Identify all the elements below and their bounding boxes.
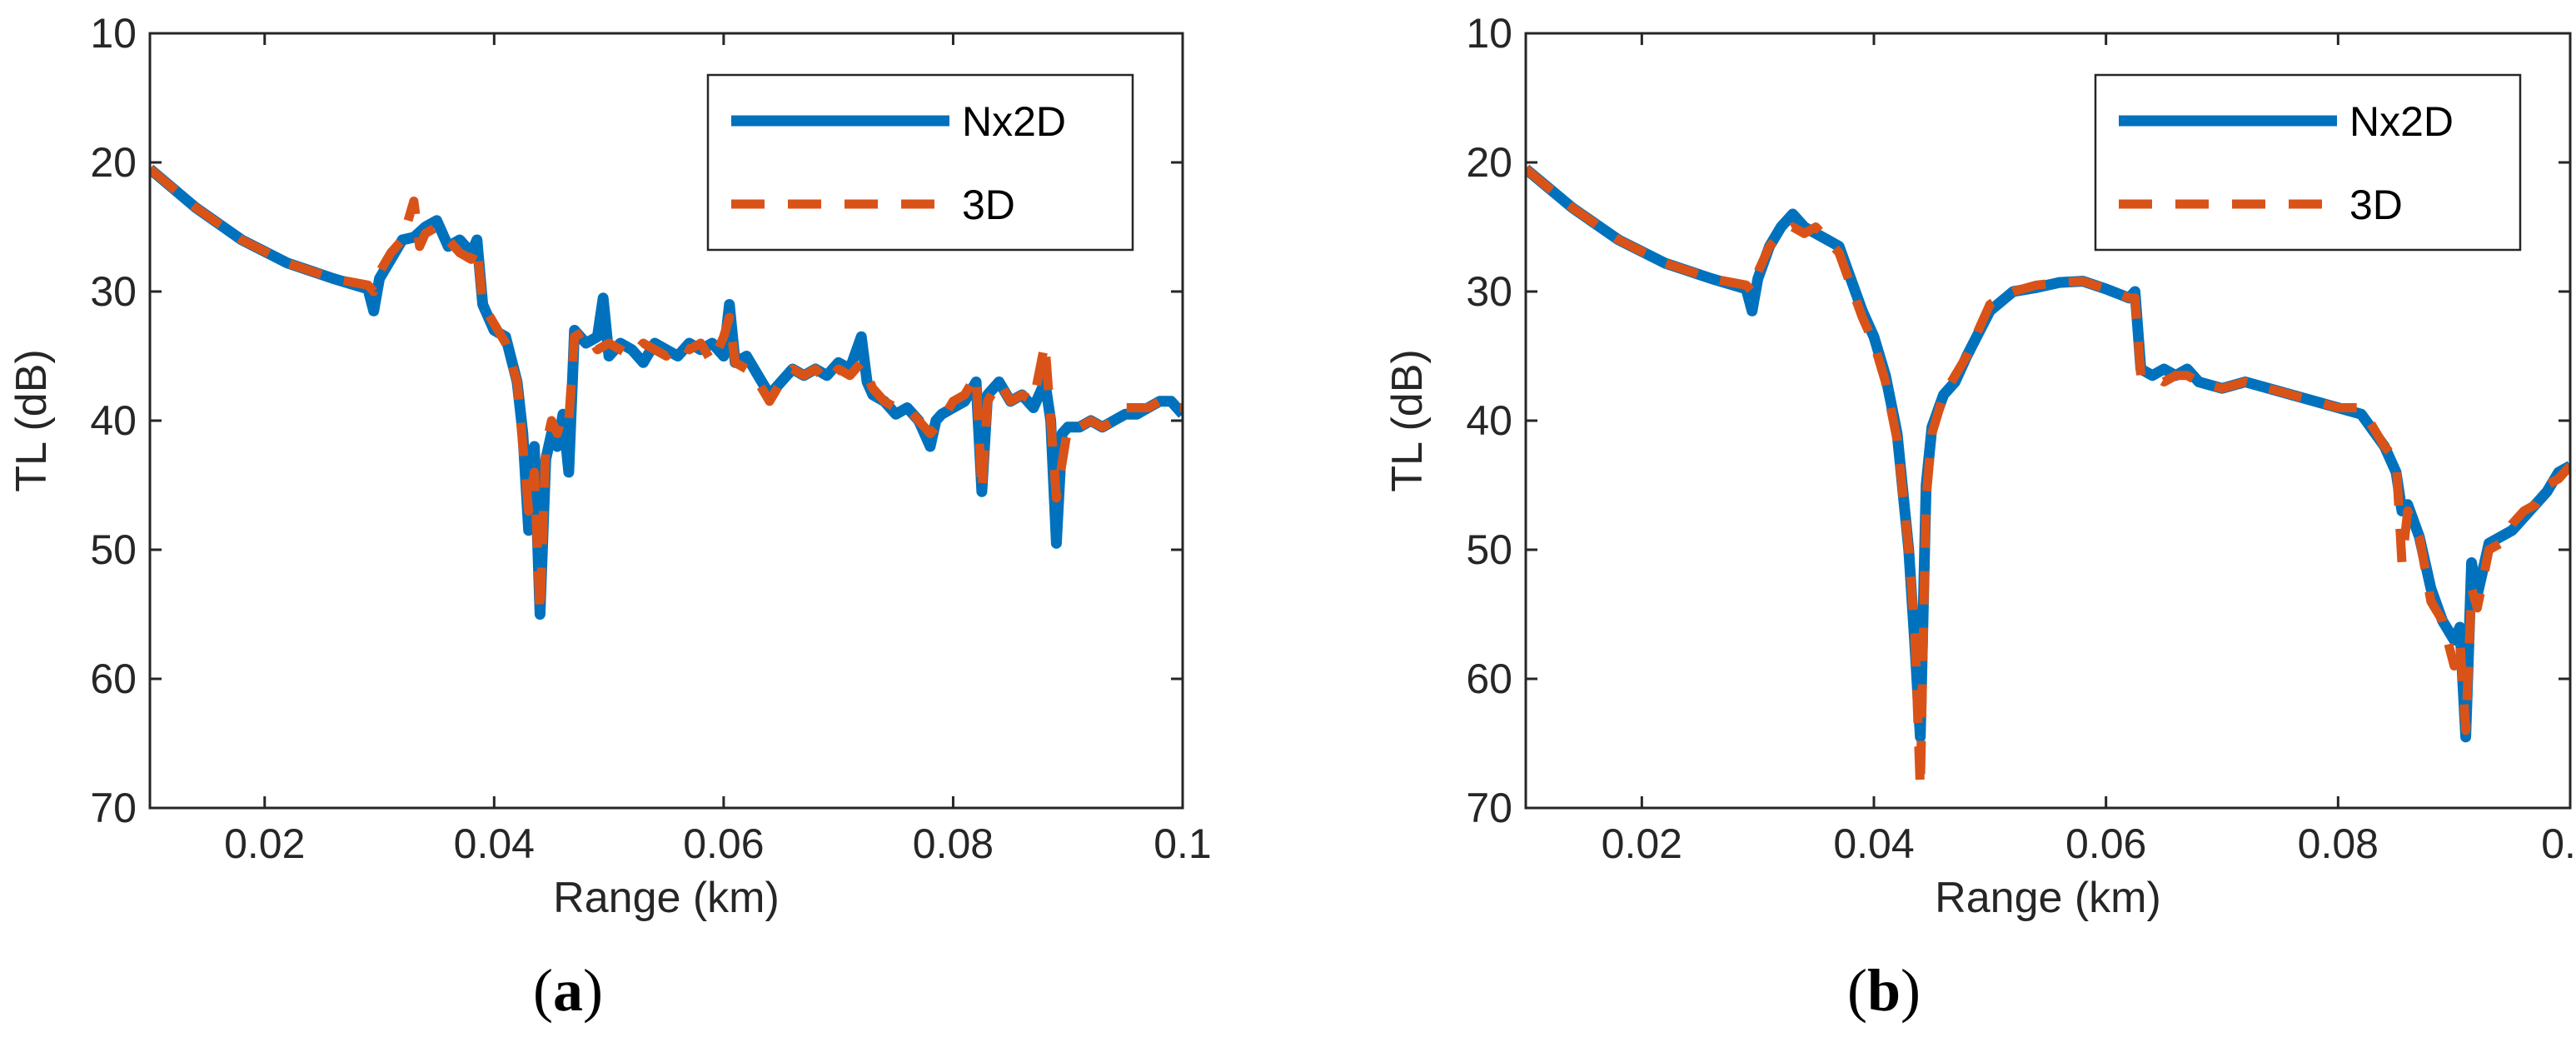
- x-tick-label-a: 0.02: [224, 820, 305, 867]
- y-tick-label-b: 30: [1466, 268, 1512, 315]
- series-line-3d-b: [1526, 165, 2570, 794]
- legend-box-b: [2094, 73, 2522, 252]
- x-tick-label-a: 0.08: [913, 820, 994, 867]
- y-tick-label-a: 30: [90, 268, 137, 315]
- y-tick-label-a: 40: [90, 397, 137, 444]
- series-line-3d-a: [150, 165, 1183, 619]
- legend-label-nx2d-a: Nx2D: [962, 98, 1066, 145]
- panel-caption-b: (b): [1847, 957, 1921, 1024]
- y-tick-label-a: 70: [90, 785, 137, 831]
- x-tick-label-a: 0.06: [683, 820, 764, 867]
- legend-label-3d-a: 3D: [962, 182, 1015, 228]
- y-tick-label-b: 50: [1466, 526, 1512, 573]
- legend-a: Nx2D 3D: [706, 73, 1134, 252]
- series-line-nx2d-a: [150, 164, 1183, 620]
- series-line-nx2d-b: [1526, 164, 2570, 743]
- panel-caption-a: (a): [533, 957, 603, 1024]
- panel-caption-a-letter: a: [552, 957, 583, 1024]
- y-tick-label-a: 10: [90, 10, 137, 57]
- x-tick-label-b: 0.1: [2541, 820, 2576, 867]
- x-axis-label-b: Range (km): [1935, 874, 2161, 922]
- legend-box-a: [706, 73, 1134, 252]
- y-tick-label-b: 40: [1466, 397, 1512, 444]
- chart-panel-a: 0.02 0.04 0.06 0.08 0.1 10 20 30 40 50 60 70 Range (…: [7, 10, 1212, 922]
- x-tick-label-b: 0.04: [1833, 820, 1914, 867]
- chart-panel-b: 0.02 0.04 0.06 0.08 0.1 10 20 30 40 50 60 70 Range (…: [1383, 10, 2576, 922]
- x-axis-label-a: Range (km): [553, 874, 780, 922]
- x-tick-label-b: 0.08: [2298, 820, 2379, 867]
- y-tick-label-b: 20: [1466, 139, 1512, 186]
- y-tick-label-a: 20: [90, 139, 137, 186]
- y-axis-label-a: TL (dB): [7, 349, 56, 491]
- y-tick-label-b: 60: [1466, 656, 1512, 702]
- x-tick-label-a: 0.1: [1153, 820, 1212, 867]
- x-tick-label-a: 0.04: [454, 820, 535, 867]
- y-tick-label-a: 50: [90, 526, 137, 573]
- y-tick-label-a: 60: [90, 656, 137, 702]
- y-axis-label-b: TL (dB): [1383, 349, 1432, 491]
- panel-caption-b-letter: b: [1866, 957, 1901, 1024]
- legend-b: Nx2D 3D: [2094, 73, 2522, 252]
- y-tick-label-b: 10: [1466, 10, 1512, 57]
- y-tick-label-b: 70: [1466, 785, 1512, 831]
- x-tick-label-b: 0.06: [2065, 820, 2146, 867]
- x-tick-label-b: 0.02: [1602, 820, 1682, 867]
- legend-label-3d-b: 3D: [2349, 182, 2403, 228]
- legend-label-nx2d-b: Nx2D: [2349, 98, 2454, 145]
